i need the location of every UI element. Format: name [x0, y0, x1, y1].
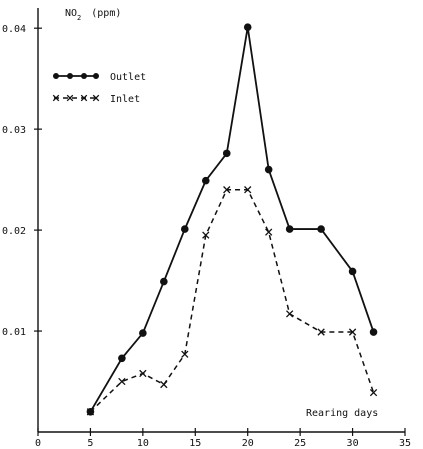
data-point-inlet-stroke — [223, 186, 231, 194]
data-point-inlet-stroke — [317, 328, 325, 336]
data-point-outlet — [160, 277, 168, 286]
legend-marker-inlet — [52, 94, 60, 102]
x-axis-title: Rearing days — [306, 408, 378, 419]
legend-marker-inlet-stroke — [80, 94, 88, 102]
legend-label-outlet: Outlet — [110, 72, 146, 83]
data-point-inlet-stroke — [285, 310, 294, 318]
data-point-inlet — [317, 328, 325, 336]
y-tick-label: 0.02 — [2, 226, 26, 237]
data-point-inlet — [160, 380, 168, 389]
data-point-inlet — [181, 350, 189, 358]
legend-item-outlet: Outlet — [53, 72, 146, 83]
y-tick-label: 0.03 — [2, 125, 26, 136]
data-point-inlet-stroke — [160, 380, 168, 389]
data-point-inlet — [118, 377, 126, 386]
legend-marker-outlet — [53, 73, 59, 79]
data-point-inlet — [223, 186, 231, 194]
series-line-inlet — [89, 188, 375, 413]
legend-marker-outlet — [81, 73, 87, 79]
data-point-outlet — [118, 354, 126, 363]
legend-marker-inlet — [66, 94, 74, 102]
x-tick-label: 5 — [87, 438, 93, 449]
x-tick-label: 20 — [242, 438, 254, 449]
legend-item-inlet: Inlet — [52, 94, 140, 105]
data-point-outlet — [139, 329, 147, 337]
data-point-inlet — [139, 369, 147, 378]
y-axis-title: NO2 (ppm) — [65, 8, 121, 22]
data-point-inlet-stroke — [202, 231, 210, 239]
data-point-inlet-stroke — [265, 228, 273, 236]
data-point-inlet-stroke — [244, 186, 252, 194]
y-axis-title-unit: (ppm) — [91, 8, 121, 19]
data-point-outlet — [243, 23, 252, 31]
legend-marker-inlet — [80, 94, 88, 102]
legend-marker-inlet-stroke — [66, 94, 74, 102]
data-point-inlet — [202, 231, 210, 239]
y-tick-label: 0.01 — [2, 327, 26, 338]
data-point-outlet — [222, 149, 231, 158]
x-tick-label: 25 — [294, 438, 306, 449]
x-tick-label: 15 — [189, 438, 201, 449]
y-axis-title-subscript: 2 — [77, 14, 81, 22]
x-tick-label: 35 — [399, 438, 411, 449]
data-point-outlet — [317, 225, 325, 233]
data-point-inlet — [86, 408, 95, 416]
data-point-inlet-stroke — [369, 388, 378, 397]
data-point-inlet — [348, 328, 357, 336]
series-group — [86, 23, 378, 416]
data-point-inlet-stroke — [348, 328, 357, 336]
data-point-inlet — [285, 310, 294, 318]
data-point-inlet-stroke — [86, 408, 95, 416]
data-point-outlet — [201, 176, 210, 185]
data-point-outlet — [348, 267, 357, 276]
legend-marker-inlet-stroke — [52, 94, 60, 102]
data-point-inlet — [244, 186, 252, 194]
ticks: 0 5 10 15 20 25 30 35 0.01 0.02 0.03 0.04 — [2, 24, 411, 449]
x-tick-label: 10 — [137, 438, 149, 449]
x-tick-label: 0 — [35, 438, 41, 449]
data-point-inlet — [369, 388, 378, 397]
legend-marker-inlet-stroke — [92, 94, 100, 102]
data-point-outlet — [181, 225, 189, 233]
y-tick-label: 0.04 — [2, 24, 26, 35]
data-point-outlet — [285, 225, 294, 233]
y-axis-title-main: NO — [65, 8, 77, 19]
data-point-inlet-stroke — [139, 369, 147, 378]
data-point-inlet-stroke — [181, 350, 189, 358]
series-line-outlet — [89, 27, 375, 413]
data-point-inlet-stroke — [118, 377, 126, 386]
data-point-outlet — [369, 328, 378, 336]
legend-marker-outlet — [93, 73, 99, 79]
x-tick-label: 30 — [347, 438, 359, 449]
data-point-inlet — [265, 228, 273, 236]
legend: Outlet Inlet — [52, 72, 146, 105]
legend-marker-inlet — [92, 94, 100, 102]
series-outlet — [86, 23, 378, 416]
legend-label-inlet: Inlet — [110, 94, 140, 105]
data-point-outlet — [264, 165, 273, 174]
legend-marker-outlet — [67, 73, 73, 79]
axes — [37, 8, 405, 433]
series-inlet — [86, 186, 378, 416]
